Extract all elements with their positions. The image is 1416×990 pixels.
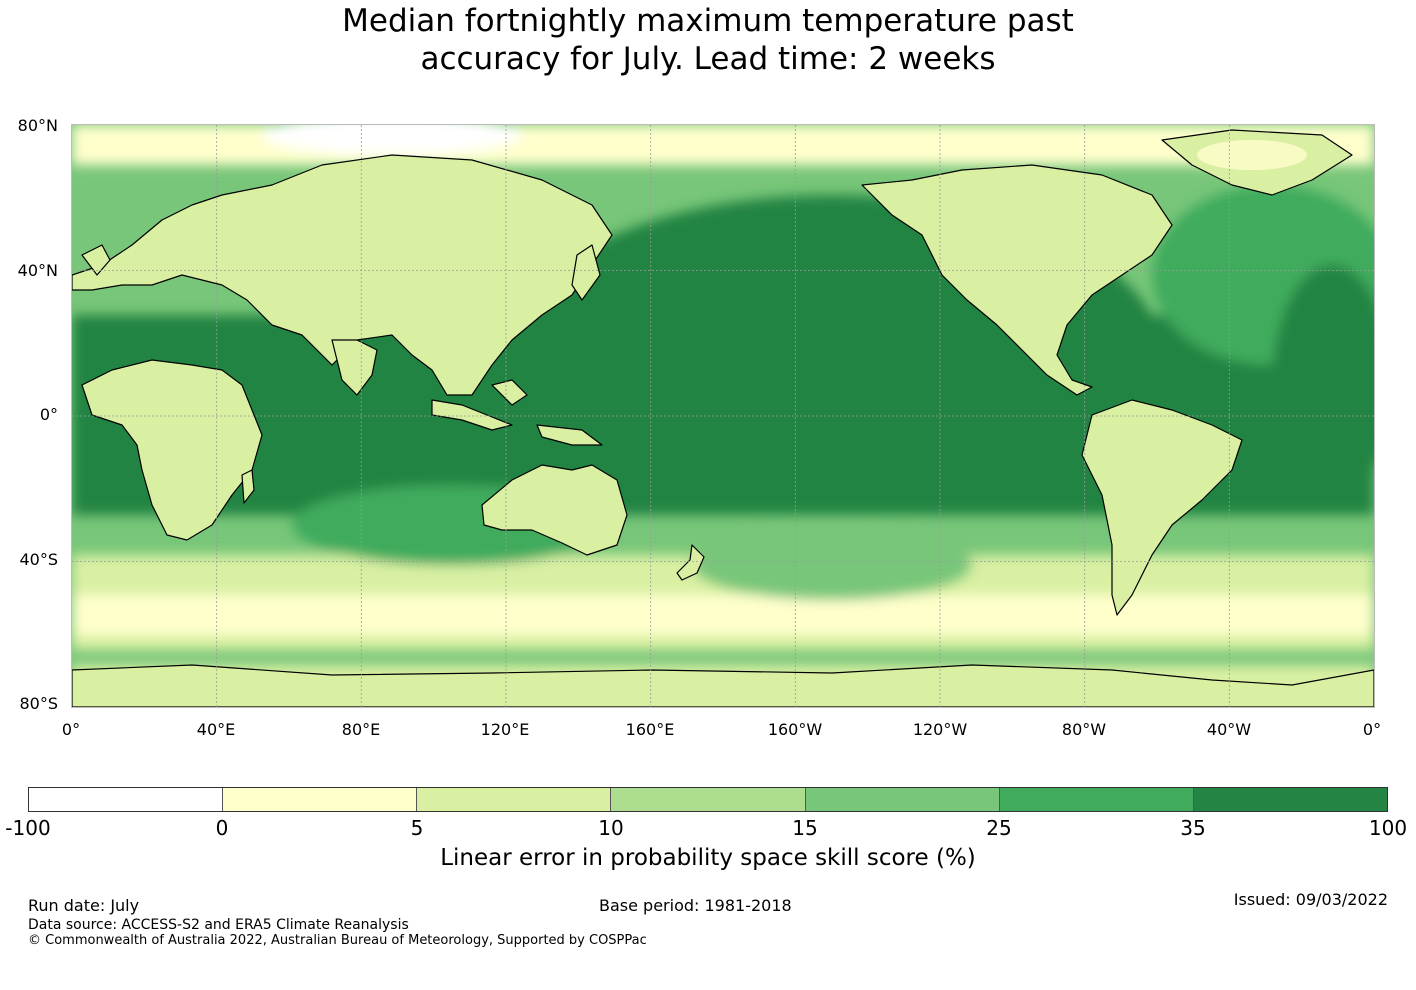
skill-score-map bbox=[71, 124, 1375, 708]
copyright: © Commonwealth of Australia 2022, Austra… bbox=[28, 933, 647, 948]
colorbar-tick: 5 bbox=[410, 816, 424, 840]
lon-label-80e: 80°E bbox=[341, 720, 381, 739]
title-line-1: Median fortnightly maximum temperature p… bbox=[342, 3, 1074, 39]
run-date: Run date: July bbox=[28, 896, 140, 915]
lon-label-80w: 80°W bbox=[1061, 720, 1107, 739]
lat-label-40n: 40°N bbox=[17, 261, 58, 280]
colorbar-segment bbox=[223, 788, 418, 811]
lat-label-40s: 40°S bbox=[19, 550, 58, 569]
lat-label-80n: 80°N bbox=[17, 116, 58, 135]
title-line-2: accuracy for July. Lead time: 2 weeks bbox=[420, 41, 996, 77]
continents bbox=[72, 129, 1374, 707]
colorbar-segment bbox=[805, 788, 1000, 811]
lon-label-40w: 40°W bbox=[1206, 720, 1252, 739]
colorbar-label: Linear error in probability space skill … bbox=[440, 845, 976, 871]
lat-label-0: 0° bbox=[39, 405, 58, 424]
colorbar-tick: 25 bbox=[986, 816, 1012, 840]
lon-label-120w: 120°W bbox=[912, 720, 968, 739]
issued-date: Issued: 09/03/2022 bbox=[1233, 890, 1388, 909]
lon-label-0-left: 0° bbox=[61, 720, 81, 739]
base-period: Base period: 1981-2018 bbox=[599, 896, 792, 915]
lon-label-160w: 160°W bbox=[767, 720, 823, 739]
colorbar-segment bbox=[999, 788, 1194, 811]
colorbar-segment bbox=[1193, 788, 1387, 811]
colorbar-segment bbox=[29, 788, 224, 811]
lon-label-40e: 40°E bbox=[196, 720, 236, 739]
lat-label-80s: 80°S bbox=[19, 694, 58, 713]
colorbar bbox=[28, 787, 1388, 812]
colorbar-tick: 100 bbox=[1368, 816, 1408, 840]
colorbar-tick: -100 bbox=[5, 816, 51, 840]
lon-label-160e: 160°E bbox=[625, 720, 675, 739]
data-source: Data source: ACCESS-S2 and ERA5 Climate … bbox=[28, 917, 409, 933]
colorbar-tick: 10 bbox=[598, 816, 624, 840]
lon-label-0-right: 0° bbox=[1362, 720, 1382, 739]
colorbar-segment bbox=[611, 788, 806, 811]
lon-label-120e: 120°E bbox=[480, 720, 530, 739]
graticule bbox=[72, 125, 1374, 707]
colorbar-tick: 35 bbox=[1180, 816, 1206, 840]
colorbar-segment bbox=[417, 788, 612, 811]
map-svg bbox=[72, 125, 1374, 707]
map-title: Median fortnightly maximum temperature p… bbox=[0, 2, 1416, 78]
colorbar-tick: 0 bbox=[215, 816, 229, 840]
colorbar-tick: 15 bbox=[792, 816, 818, 840]
